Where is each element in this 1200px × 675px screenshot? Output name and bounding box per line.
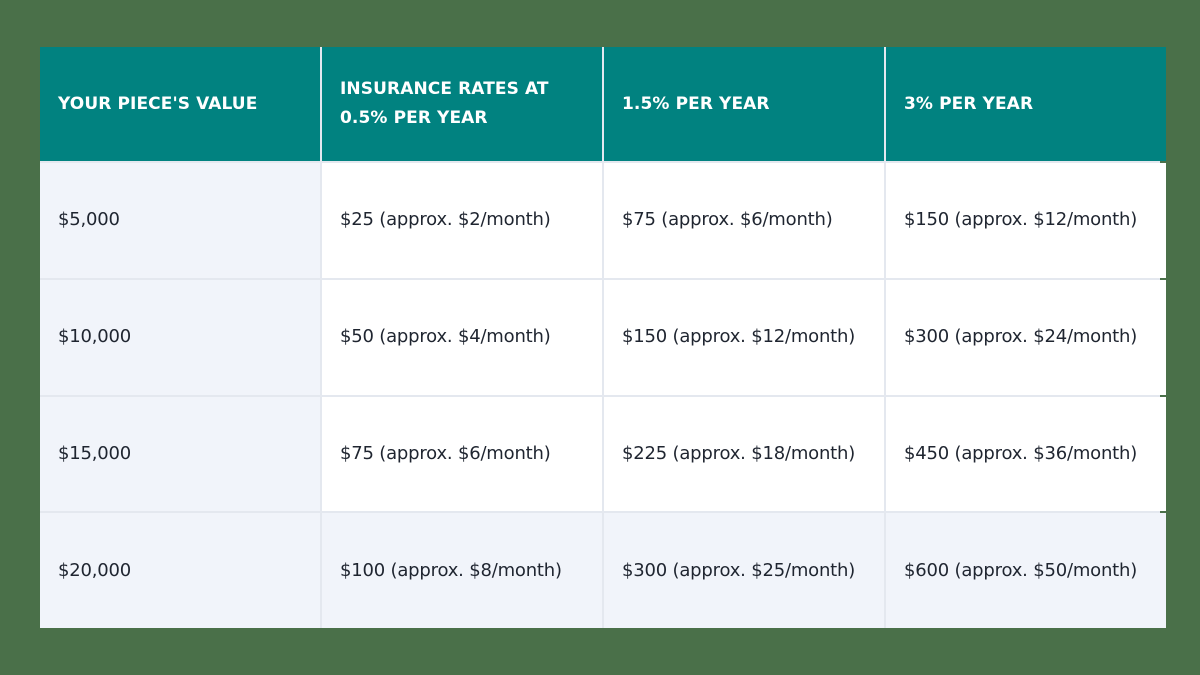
table-header: YOUR PIECE'S VALUE INSURANCE RATES AT 0.… bbox=[40, 47, 1166, 161]
rate-1-5-cell: $75 (approx. $6/month) bbox=[604, 163, 884, 278]
rate-3-cell: $600 (approx. $50/month) bbox=[886, 513, 1166, 628]
rate-1-5-cell: $150 (approx. $12/month) bbox=[604, 279, 884, 395]
table-body: $5,000 $25 (approx. $2/month) $75 (appro… bbox=[40, 163, 1166, 628]
rate-3-cell: $300 (approx. $24/month) bbox=[886, 279, 1166, 395]
rate-0-5-cell: $25 (approx. $2/month) bbox=[322, 163, 602, 278]
table-row: $5,000 $25 (approx. $2/month) $75 (appro… bbox=[40, 163, 1166, 278]
insurance-rates-table: YOUR PIECE'S VALUE INSURANCE RATES AT 0.… bbox=[38, 45, 1168, 630]
rate-0-5-cell: $50 (approx. $4/month) bbox=[322, 279, 602, 395]
piece-value-cell: $15,000 bbox=[40, 396, 320, 512]
piece-value-cell: $20,000 bbox=[40, 513, 320, 628]
piece-value-cell: $5,000 bbox=[40, 163, 320, 278]
rate-3-cell: $450 (approx. $36/month) bbox=[886, 396, 1166, 512]
column-header-rate-0-5: INSURANCE RATES AT 0.5% PER YEAR bbox=[322, 47, 602, 161]
rate-3-cell: $150 (approx. $12/month) bbox=[886, 163, 1166, 278]
insurance-rates-table-card: YOUR PIECE'S VALUE INSURANCE RATES AT 0.… bbox=[40, 47, 1166, 628]
header-row: YOUR PIECE'S VALUE INSURANCE RATES AT 0.… bbox=[40, 47, 1166, 161]
column-header-rate-1-5: 1.5% PER YEAR bbox=[604, 47, 884, 161]
column-header-piece-value: YOUR PIECE'S VALUE bbox=[40, 47, 320, 161]
table-row: $20,000 $100 (approx. $8/month) $300 (ap… bbox=[40, 513, 1166, 628]
piece-value-cell: $10,000 bbox=[40, 279, 320, 395]
table-row: $15,000 $75 (approx. $6/month) $225 (app… bbox=[40, 396, 1166, 512]
rate-0-5-cell: $75 (approx. $6/month) bbox=[322, 396, 602, 512]
table-row: $10,000 $50 (approx. $4/month) $150 (app… bbox=[40, 279, 1166, 395]
column-header-rate-3: 3% PER YEAR bbox=[886, 47, 1166, 161]
rate-0-5-cell: $100 (approx. $8/month) bbox=[322, 513, 602, 628]
rate-1-5-cell: $300 (approx. $25/month) bbox=[604, 513, 884, 628]
rate-1-5-cell: $225 (approx. $18/month) bbox=[604, 396, 884, 512]
